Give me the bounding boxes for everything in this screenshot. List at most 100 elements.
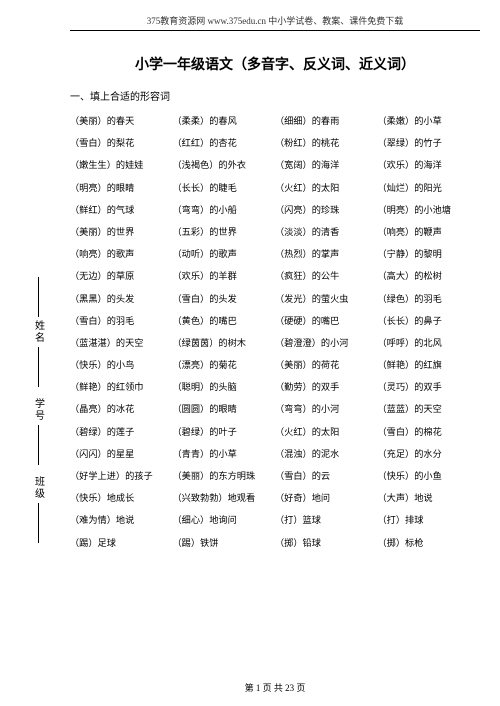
phrase-cell: （宁静）的黎明 — [378, 246, 481, 260]
page-header: 375教育资源网 www.375edu.cn 中小学试卷、教案、课件免费下载 — [70, 14, 480, 27]
content-area: 小学一年级语文（多音字、反义词、近义词） 一、填上合适的形容词 （美丽）的春天（… — [70, 48, 480, 666]
phrase-row: （闪闪）的星星（青青）的小草（混浊）的泥水（充足）的水分 — [70, 446, 480, 460]
phrase-cell: （黑黑）的头发 — [70, 291, 173, 305]
side-label-class: 班级 — [31, 476, 46, 500]
phrase-row: （鲜艳）的红领巾（聪明）的头脑（勤劳）的双手（灵巧）的双手 — [70, 379, 480, 393]
phrase-cell: （柔嫩）的小草 — [378, 113, 481, 127]
phrase-cell: （踢）足球 — [70, 535, 173, 549]
phrase-cell: （灵巧）的双手 — [378, 379, 481, 393]
phrase-cell: （响亮）的鞭声 — [378, 224, 481, 238]
phrase-cell: （细细）的春雨 — [275, 113, 378, 127]
phrase-cell: （勤劳）的双手 — [275, 379, 378, 393]
phrase-grid: （美丽）的春天（柔柔）的春风（细细）的春雨（柔嫩）的小草 （雪白）的梨花（红红）的… — [70, 113, 480, 549]
phrase-row: （嫩生生）的娃娃（浅褐色）的外衣（宽阔）的海洋（欢乐）的海洋 — [70, 157, 480, 171]
phrase-cell: （明亮）的眼睛 — [70, 180, 173, 194]
phrase-cell: （粉红）的桃花 — [275, 135, 378, 149]
phrase-cell: （动听）的歌声 — [173, 246, 276, 260]
phrase-row: （蓝湛湛）的天空（绿茵茵）的树木（碧澄澄）的小河（呼呼）的北风 — [70, 335, 480, 349]
side-label-name: 姓名 — [31, 320, 46, 344]
phrase-row: （好学上进）的孩子（美丽）的东方明珠（雪白）的云（快乐）的小鱼 — [70, 468, 480, 482]
phrase-cell: （翠绿）的竹子 — [378, 135, 481, 149]
phrase-cell: （细心）地询问 — [173, 512, 276, 526]
phrase-row: （黑黑）的头发（雪白）的头发（发光）的萤火虫（绿色）的羽毛 — [70, 291, 480, 305]
phrase-cell: （灿烂）的阳光 — [378, 180, 481, 194]
phrase-cell: （难为情）地说 — [70, 512, 173, 526]
side-label-strip: 姓名 学号 班级 — [24, 80, 52, 666]
phrase-cell: （碧澄澄）的小河 — [275, 335, 378, 349]
phrase-cell: （宽阔）的海洋 — [275, 157, 378, 171]
footer-text: 第 1 页 共 23 页 — [245, 683, 306, 693]
phrase-cell: （碧绿）的莲子 — [70, 424, 173, 438]
phrase-cell: （聪明）的头脑 — [173, 379, 276, 393]
phrase-cell: （淡淡）的清香 — [275, 224, 378, 238]
phrase-cell: （快乐）的小鸟 — [70, 357, 173, 371]
phrase-cell: （雪白）的羽毛 — [70, 313, 173, 327]
phrase-cell: （柔柔）的春风 — [173, 113, 276, 127]
phrase-cell: （呼呼）的北风 — [378, 335, 481, 349]
phrase-cell: （漂亮）的菊花 — [173, 357, 276, 371]
phrase-cell: （圆圆）的眼睛 — [173, 401, 276, 415]
phrase-cell: （青青）的小草 — [173, 446, 276, 460]
phrase-cell: （晶亮）的冰花 — [70, 401, 173, 415]
phrase-cell: （欢乐）的海洋 — [378, 157, 481, 171]
phrase-cell: （弯弯）的小河 — [275, 401, 378, 415]
phrase-cell: （碧绿）的叶子 — [173, 424, 276, 438]
phrase-row: （碧绿）的莲子（碧绿）的叶子（火红）的太阳（雪白）的棉花 — [70, 424, 480, 438]
phrase-row: （踢）足球（踢）铁饼（掷）铅球（掷）标枪 — [70, 535, 480, 549]
phrase-cell: （无边）的草原 — [70, 268, 173, 282]
phrase-cell: （鲜艳）的红旗 — [378, 357, 481, 371]
phrase-cell: （火红）的太阳 — [275, 180, 378, 194]
phrase-cell: （闪闪）的星星 — [70, 446, 173, 460]
phrase-cell: （快乐）地成长 — [70, 490, 173, 504]
phrase-cell: （硬硬）的嘴巴 — [275, 313, 378, 327]
phrase-cell: （黄色）的嘴巴 — [173, 313, 276, 327]
phrase-cell: （美丽）的荷花 — [275, 357, 378, 371]
side-line — [38, 277, 39, 317]
phrase-cell: （欢乐）的羊群 — [173, 268, 276, 282]
phrase-cell: （五彩）的世界 — [173, 224, 276, 238]
phrase-cell: （绿色）的羽毛 — [378, 291, 481, 305]
phrase-cell: （长长）的睫毛 — [173, 180, 276, 194]
phrase-cell: （雪白）的头发 — [173, 291, 276, 305]
phrase-cell: （弯弯）的小船 — [173, 202, 276, 216]
phrase-row: （明亮）的眼睛（长长）的睫毛（火红）的太阳（灿烂）的阳光 — [70, 180, 480, 194]
phrase-cell: （长长）的鼻子 — [378, 313, 481, 327]
phrase-row: （晶亮）的冰花（圆圆）的眼睛（弯弯）的小河（蓝蓝）的天空 — [70, 401, 480, 415]
side-label-id: 学号 — [31, 398, 46, 422]
phrase-cell: （踢）铁饼 — [173, 535, 276, 549]
phrase-cell: （雪白）的云 — [275, 468, 378, 482]
phrase-row: （无边）的草原（欢乐）的羊群（疯狂）的公牛（高大）的松树 — [70, 268, 480, 282]
phrase-row: （快乐）的小鸟（漂亮）的菊花（美丽）的荷花（鲜艳）的红旗 — [70, 357, 480, 371]
phrase-cell: （发光）的萤火虫 — [275, 291, 378, 305]
phrase-cell: （兴致勃勃）地观看 — [173, 490, 276, 504]
phrase-cell: （掷）标枪 — [378, 535, 481, 549]
side-line — [38, 347, 39, 387]
phrase-row: （雪白）的梨花（红红）的杏花（粉红）的桃花（翠绿）的竹子 — [70, 135, 480, 149]
phrase-cell: （鲜艳）的红领巾 — [70, 379, 173, 393]
phrase-cell: （响亮）的歌声 — [70, 246, 173, 260]
phrase-row: （响亮）的歌声（动听）的歌声（热烈）的掌声（宁静）的黎明 — [70, 246, 480, 260]
page-footer: 第 1 页 共 23 页 — [70, 681, 480, 694]
phrase-cell: （美丽）的东方明珠 — [173, 468, 276, 482]
phrase-cell: （浅褐色）的外衣 — [173, 157, 276, 171]
phrase-cell: （混浊）的泥水 — [275, 446, 378, 460]
phrase-cell: （热烈）的掌声 — [275, 246, 378, 260]
phrase-cell: （雪白）的梨花 — [70, 135, 173, 149]
phrase-cell: （火红）的太阳 — [275, 424, 378, 438]
phrase-cell: （蓝湛湛）的天空 — [70, 335, 173, 349]
phrase-cell: （打）篮球 — [275, 512, 378, 526]
phrase-cell: （红红）的杏花 — [173, 135, 276, 149]
phrase-cell: （高大）的松树 — [378, 268, 481, 282]
section-heading: 一、填上合适的形容词 — [70, 88, 480, 103]
phrase-cell: （绿茵茵）的树木 — [173, 335, 276, 349]
phrase-cell: （蓝蓝）的天空 — [378, 401, 481, 415]
phrase-cell: （好奇）地问 — [275, 490, 378, 504]
phrase-cell: （打）排球 — [378, 512, 481, 526]
phrase-cell: （大声）地说 — [378, 490, 481, 504]
phrase-row: （美丽）的春天（柔柔）的春风（细细）的春雨（柔嫩）的小草 — [70, 113, 480, 127]
phrase-cell: （嫩生生）的娃娃 — [70, 157, 173, 171]
phrase-row: （美丽）的世界（五彩）的世界（淡淡）的清香（响亮）的鞭声 — [70, 224, 480, 238]
phrase-cell: （快乐）的小鱼 — [378, 468, 481, 482]
phrase-cell: （明亮）的小池塘 — [378, 202, 481, 216]
phrase-row: （快乐）地成长（兴致勃勃）地观看（好奇）地问（大声）地说 — [70, 490, 480, 504]
